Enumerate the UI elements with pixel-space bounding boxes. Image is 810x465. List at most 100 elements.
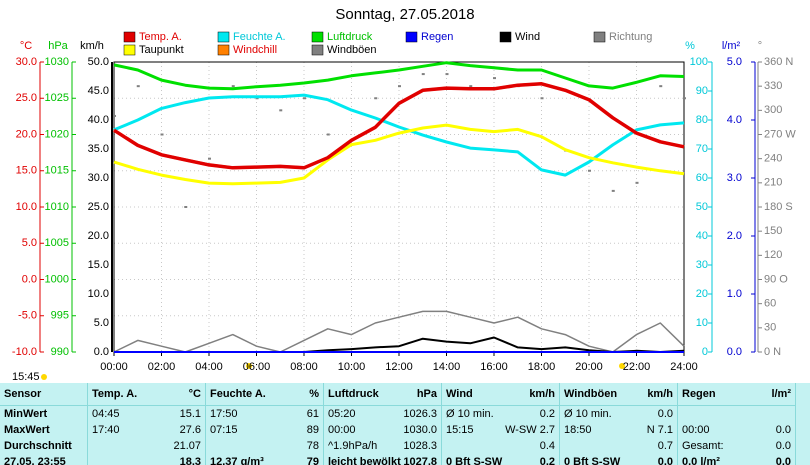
series-line	[113, 82, 685, 170]
cell-text: 12.37 g/m³	[210, 456, 264, 465]
y-tick-label: 1.0	[727, 288, 742, 300]
cell-text: Feuchte A.	[210, 388, 266, 400]
legend-swatch	[499, 31, 512, 43]
y-tick-label: 1015	[45, 165, 69, 177]
table-cell: 0.0 l/m² 0.0	[677, 454, 796, 465]
y-tick-label: 1000	[45, 273, 69, 285]
cell-content: Ø 10 min. 0.2	[446, 408, 555, 420]
legend-label: Regen	[421, 31, 453, 43]
sunrise-icon	[246, 363, 252, 369]
y-tick-label: 1030	[45, 56, 69, 68]
table-cell: 18:50 N 7.1	[559, 422, 678, 438]
table-cell: 78	[205, 438, 324, 454]
y-tick-label: 50	[696, 201, 708, 213]
header-cell: Luftdruck hPa	[323, 383, 442, 406]
table-cell: leicht bewölkt 1027.8	[323, 454, 442, 465]
table-cell: 21.07	[87, 438, 206, 454]
direction-dot	[374, 97, 378, 100]
y-tick-label: 0	[702, 346, 708, 358]
table: Sensor Temp. A. °C Feuchte A.% Luftdruck hPa W…	[0, 383, 796, 465]
axis-title: °C	[20, 40, 32, 52]
y-tick-label: 210	[764, 177, 782, 189]
legend-swatch	[311, 31, 324, 43]
cell-text: ^1.9hPa/h	[328, 440, 378, 452]
axis-title: l/m²	[722, 40, 741, 52]
y-tick-label: 330	[764, 80, 782, 92]
series-line	[113, 93, 685, 177]
cell-text: 04:45	[92, 408, 120, 420]
direction-dot	[326, 133, 330, 136]
cell-content: Ø 10 min. 0.0	[564, 408, 673, 420]
y-tick-label: 15.0	[88, 259, 109, 271]
cell-text: Ø 10 min.	[564, 408, 612, 420]
direction-dot	[659, 85, 663, 88]
y-tick-label: 40	[696, 230, 708, 242]
cell-content: 00:00 0.0	[682, 424, 791, 436]
table-cell	[677, 405, 796, 422]
cell-text: 78	[306, 440, 319, 452]
y-tick-label: 20	[696, 288, 708, 300]
cell-text: 07:15	[210, 424, 238, 436]
y-tick-label: 80	[696, 114, 708, 126]
y-tick-label: 1025	[45, 92, 69, 104]
y-tick-label: 5.0	[727, 56, 742, 68]
cell-content: ^1.9hPa/h 1028.3	[328, 440, 437, 452]
x-tick-label: 18:00	[528, 361, 556, 373]
legend-label: Wind	[515, 31, 540, 43]
legend-swatch	[593, 31, 606, 43]
cell-text: 00:00	[328, 424, 356, 436]
x-tick-label: 16:00	[480, 361, 508, 373]
y-tick-label: 10.0	[16, 201, 37, 213]
table-cell: 0 Bft S-SW 0.0	[559, 454, 678, 465]
cell-text: 0.0 l/m²	[682, 456, 720, 465]
table-cell: 00:00 1030.0	[323, 422, 442, 438]
y-tick-label: 0.0	[94, 346, 109, 358]
cell-text: °C	[188, 388, 201, 400]
direction-dot	[540, 97, 544, 100]
direction-dot	[303, 97, 306, 100]
cell-content: Luftdruck hPa	[328, 388, 437, 400]
cell-content: 00:00 1030.0	[328, 424, 437, 436]
cell-text: km/h	[529, 388, 555, 400]
cell-content: 15:15 W-SW 2.7	[446, 424, 555, 436]
axis-title: %	[685, 40, 695, 52]
row-label: 27.05. 23:55	[0, 454, 88, 465]
y-tick-label: 4.0	[727, 114, 742, 126]
direction-dot	[184, 206, 188, 208]
y-tick-label: 990	[51, 346, 69, 358]
cell-text: 21.07	[173, 440, 201, 452]
cell-content: 78	[210, 440, 319, 452]
table-cell: 18.3	[87, 454, 206, 465]
table-cell: 04:45 15.1	[87, 405, 206, 422]
cell-content: Windböen km/h	[564, 388, 673, 400]
y-tick-label: 3.0	[727, 172, 742, 184]
cell-text: 1030.0	[403, 424, 437, 436]
legend-label: Temp. A.	[139, 31, 182, 43]
cell-text: N 7.1	[646, 424, 673, 436]
y-tick-label: 15.0	[16, 165, 37, 177]
y-tick-label: 90 O	[764, 273, 788, 285]
x-tick-label: 22:00	[623, 361, 651, 373]
x-tick-label: 02:00	[148, 361, 176, 373]
legend-label: Windböen	[327, 44, 377, 56]
sunset-icon	[619, 363, 625, 369]
x-tick-label: 06:00	[243, 361, 271, 373]
row-label: Durchschnitt	[0, 438, 88, 454]
y-tick-label: 20.0	[16, 128, 37, 140]
cell-text: 1027.8	[403, 456, 437, 465]
cell-text: 18.3	[179, 456, 201, 465]
y-tick-label: 25.0	[88, 201, 109, 213]
x-tick-label: 20:00	[575, 361, 603, 373]
cell-text: Wind	[446, 388, 473, 400]
table-cell: 12.37 g/m³ 79	[205, 454, 324, 465]
cell-text: 0 Bft S-SW	[564, 456, 621, 465]
cell-content: 05:20 1026.3	[328, 408, 437, 420]
table-cell: 15:15 W-SW 2.7	[441, 422, 560, 438]
legend-label: Windchill	[233, 44, 277, 56]
table-cell: 0.4	[441, 438, 560, 454]
cell-content: Regen l/m²	[682, 388, 791, 400]
y-tick-label: 90	[696, 85, 708, 97]
header-cell: Regen l/m²	[677, 383, 796, 406]
cell-text: 0.7	[657, 440, 673, 452]
cell-text: 0.2	[539, 408, 555, 420]
